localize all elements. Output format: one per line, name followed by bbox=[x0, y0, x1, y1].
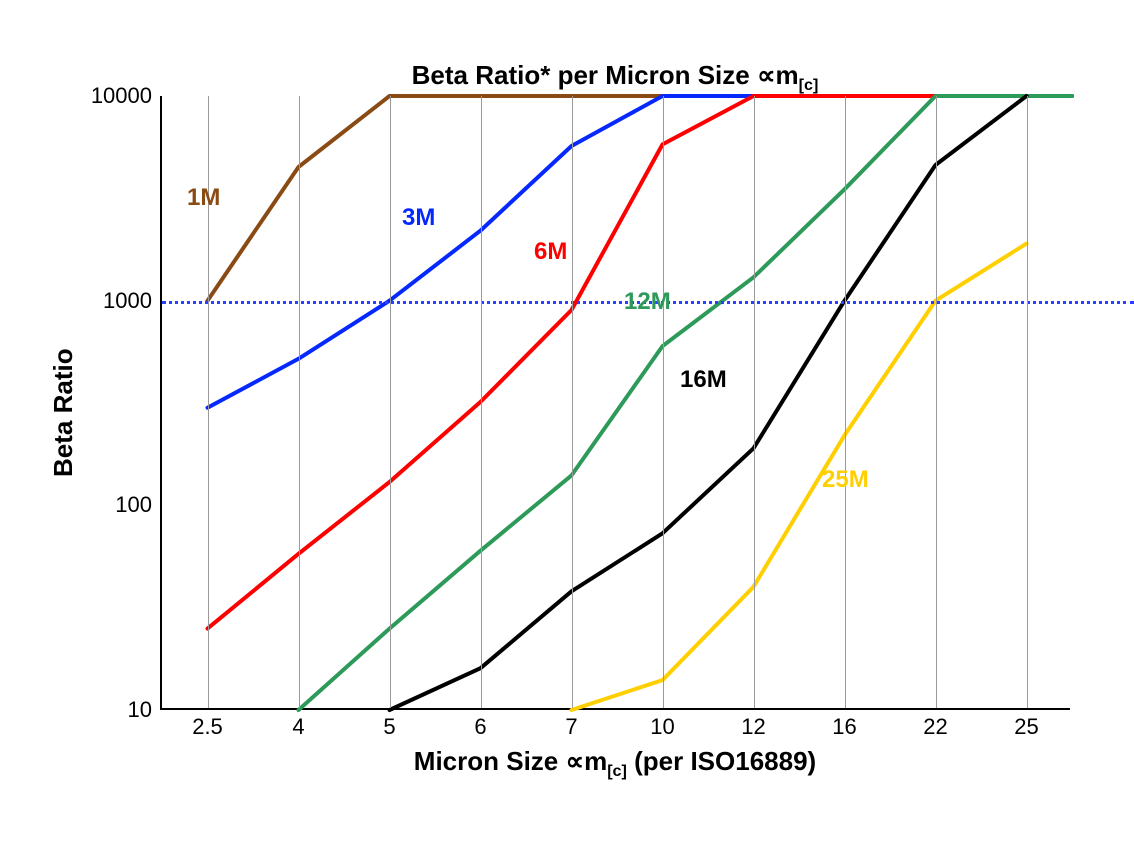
x-axis-label: Micron Size ∝m[c] (per ISO16889) bbox=[414, 746, 816, 781]
series-label-6M: 6M bbox=[534, 238, 567, 266]
plot-area: 2.545671012162225101001000100001M3M6M12M… bbox=[160, 96, 1070, 710]
series-label-1M: 1M bbox=[187, 184, 220, 212]
gridline-vertical bbox=[663, 96, 664, 708]
x-tick-label: 6 bbox=[474, 708, 486, 740]
series-line-12M bbox=[299, 96, 1073, 710]
series-label-25M: 25M bbox=[822, 466, 869, 494]
gridline-vertical bbox=[1027, 96, 1028, 708]
x-tick-label: 4 bbox=[292, 708, 304, 740]
y-tick-label: 10 bbox=[128, 697, 162, 723]
x-tick-label: 7 bbox=[565, 708, 577, 740]
series-line-1M bbox=[208, 96, 1073, 301]
chart-container: Beta Ratio* per Micron Size ∝m[c] Beta R… bbox=[0, 0, 1134, 852]
y-axis-label: Beta Ratio bbox=[48, 348, 79, 477]
gridline-vertical bbox=[572, 96, 573, 708]
series-label-16M: 16M bbox=[680, 366, 727, 394]
y-tick-label: 100 bbox=[115, 492, 162, 518]
x-tick-label: 16 bbox=[832, 708, 856, 740]
series-line-3M bbox=[208, 96, 1073, 408]
gridline-vertical bbox=[299, 96, 300, 708]
gridline-vertical bbox=[845, 96, 846, 708]
y-tick-label: 10000 bbox=[91, 83, 162, 109]
x-tick-label: 10 bbox=[650, 708, 674, 740]
x-tick-label: 22 bbox=[923, 708, 947, 740]
x-tick-label: 12 bbox=[741, 708, 765, 740]
gridline-vertical bbox=[936, 96, 937, 708]
gridline-vertical bbox=[390, 96, 391, 708]
x-tick-label: 5 bbox=[383, 708, 395, 740]
y-tick-label: 1000 bbox=[103, 288, 162, 314]
series-line-16M bbox=[390, 96, 1027, 710]
chart-title: Beta Ratio* per Micron Size ∝m[c] bbox=[412, 60, 819, 95]
x-tick-label: 25 bbox=[1014, 708, 1038, 740]
gridline-vertical bbox=[754, 96, 755, 708]
x-tick-label: 2.5 bbox=[192, 708, 223, 740]
gridline-vertical bbox=[481, 96, 482, 708]
series-label-12M: 12M bbox=[624, 288, 671, 316]
series-label-3M: 3M bbox=[402, 204, 435, 232]
